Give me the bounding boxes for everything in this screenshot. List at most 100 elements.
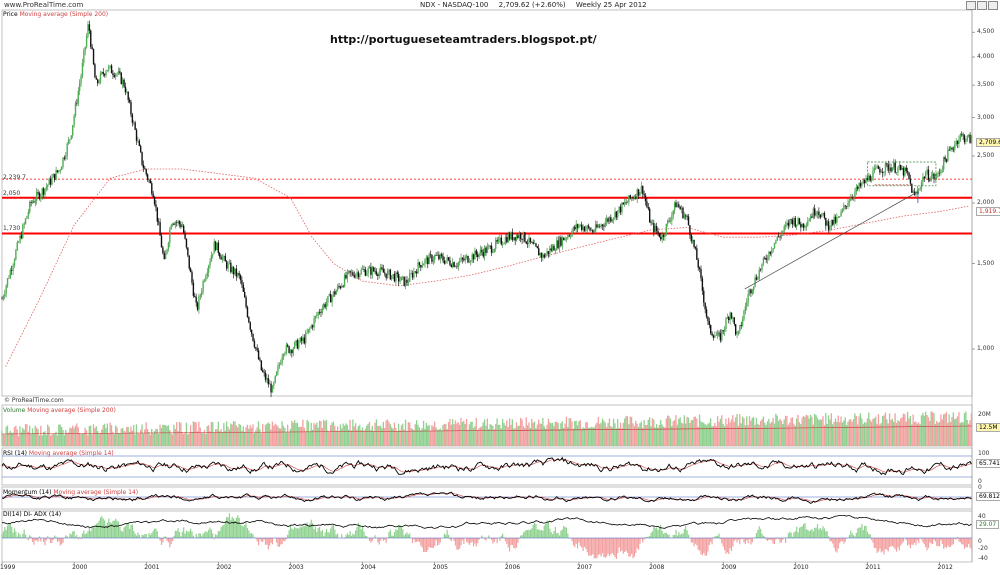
candle-body [117, 71, 120, 74]
volume-bar [160, 427, 163, 446]
dmi-negative-bar [629, 538, 631, 557]
maximize-icon[interactable] [977, 1, 987, 10]
candle-body [851, 197, 853, 199]
volume-bar [848, 419, 850, 446]
candle-body [159, 222, 161, 236]
candle-body [621, 202, 623, 213]
dmi-positive-bar [554, 527, 556, 538]
dmi-positive-bar [793, 532, 795, 538]
volume-bar [227, 426, 229, 446]
volume-bar [931, 411, 934, 446]
volume-bar [755, 417, 758, 446]
candle-body [30, 201, 32, 203]
volume-bar [587, 427, 590, 446]
volume-bar [325, 419, 328, 446]
volume-bar [721, 415, 723, 446]
dmi-positive-bar [291, 528, 293, 538]
volume-bar [411, 428, 414, 446]
dmi-positive-bar [38, 536, 41, 538]
volume-bar [676, 424, 679, 446]
candle-body [930, 176, 932, 181]
volume-bar [922, 412, 924, 446]
candle-body [875, 167, 877, 169]
minimize-icon[interactable] [966, 1, 976, 10]
candle-body [800, 224, 802, 228]
volume-bar [282, 425, 285, 446]
volume-bar [468, 424, 470, 446]
candle-body [881, 171, 884, 173]
candle-body [29, 201, 31, 213]
candle-body [424, 259, 426, 265]
volume-bar [923, 415, 925, 446]
candle-body [758, 269, 760, 279]
volume-bar [223, 423, 225, 446]
volume-bar [648, 417, 651, 446]
volume-bar [937, 422, 939, 446]
volume-bar [457, 422, 459, 446]
volume-bar [539, 423, 541, 446]
candle-body [861, 183, 863, 187]
volume-bar [556, 421, 558, 446]
candle-body [661, 234, 663, 240]
candle-body [823, 212, 826, 218]
volume-ma-line [1, 425, 973, 435]
candle-body [49, 178, 52, 185]
volume-bar [371, 425, 373, 446]
dmi-negative-bar [895, 538, 898, 552]
candle-body [682, 207, 684, 219]
candle-body [1, 298, 3, 300]
volume-bar [737, 425, 740, 446]
dmi-positive-bar [668, 534, 670, 538]
volume-bar [783, 419, 785, 446]
volume-bar [683, 415, 685, 446]
volume-bar [807, 415, 809, 446]
dmi-positive-bar [651, 531, 654, 538]
volume-bar [698, 414, 701, 446]
candle-body [625, 202, 627, 204]
dmi-negative-bar [962, 538, 964, 545]
volume-bar [757, 423, 759, 446]
dmi-positive-bar [816, 524, 819, 538]
dmi-negative-bar [31, 538, 34, 542]
candle-body [909, 178, 912, 184]
volume-bar [273, 425, 275, 446]
candle-body [499, 237, 501, 239]
volume-bar [777, 420, 780, 446]
dmi-positive-bar [528, 529, 530, 538]
close-icon[interactable] [988, 1, 998, 10]
dmi-negative-bar [439, 538, 441, 543]
candle-body [442, 256, 444, 261]
dmi-positive-bar [714, 536, 716, 538]
candle-body [848, 200, 851, 203]
dmi-negative-bar [898, 538, 900, 551]
candle-body [341, 285, 343, 288]
dmi-negative-bar [930, 538, 932, 544]
volume-bar [92, 424, 95, 446]
volume-bar [569, 418, 572, 446]
dmi-negative-bar [908, 538, 910, 545]
candle-body [492, 251, 494, 253]
volume-bar [619, 422, 622, 446]
y-tick-label: 2,500 [977, 151, 995, 159]
dmi-negative-bar [870, 538, 873, 540]
dmi-positive-bar [216, 534, 218, 538]
candle-body [478, 253, 480, 257]
volume-bar [696, 418, 698, 446]
dmi-negative-bar [909, 538, 912, 549]
dmi-positive-bar [660, 524, 662, 538]
volume-bar [784, 415, 787, 446]
candle-body [452, 262, 454, 268]
volume-bar [956, 416, 959, 446]
dmi-positive-bar [116, 520, 118, 538]
dmi-negative-bar [418, 538, 421, 543]
volume-bar [357, 426, 360, 446]
volume-bar [496, 418, 498, 446]
volume-bar [327, 430, 329, 446]
volume-bar [920, 415, 923, 446]
dmi-positive-bar [151, 533, 153, 538]
price-ma-title: Moving average (Simple 200) [19, 11, 109, 18]
volume-bar [169, 429, 171, 446]
dmi-negative-bar [576, 538, 579, 549]
volume-bar [452, 419, 454, 446]
dmi-negative-bar [495, 538, 497, 539]
